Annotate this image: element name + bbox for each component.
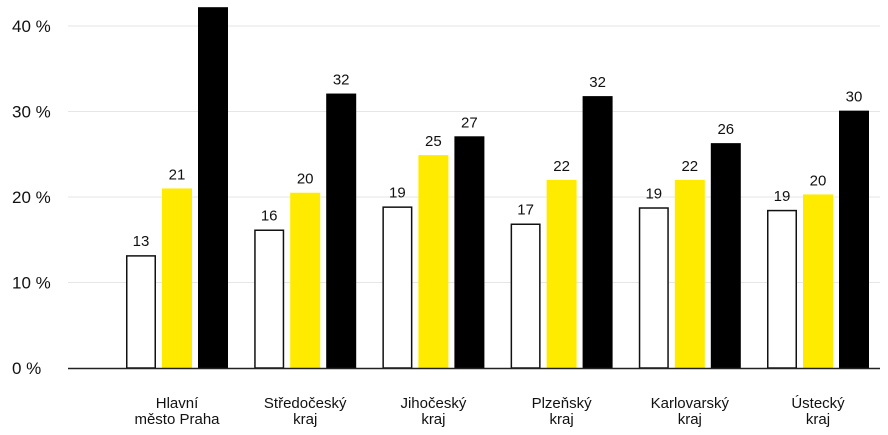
y-tick-label: 20 % — [12, 188, 51, 207]
bar-series-1-2 — [382, 206, 413, 369]
data-label: 21 — [169, 166, 186, 183]
x-tick-label: Karlovarský — [651, 395, 730, 412]
y-tick-label: 30 % — [12, 103, 51, 122]
data-label: 16 — [261, 207, 278, 224]
data-label: 20 — [810, 172, 827, 189]
bar-series-2-4 — [674, 179, 705, 368]
x-tick-label: kraj — [806, 411, 830, 428]
y-axis-ticks: 0 % 10 % 20 % 30 % 40 % — [12, 17, 51, 378]
data-label: 17 — [517, 202, 534, 219]
bar-series-1-0 — [126, 255, 156, 369]
bar-series-3-3 — [582, 96, 613, 369]
bar-series-2-5 — [803, 194, 833, 368]
x-tick-label: Ústecký — [791, 395, 845, 412]
x-tick-label: kraj — [421, 411, 445, 428]
data-label: 19 — [645, 185, 662, 202]
bar-series-3-1 — [326, 93, 357, 369]
data-label: 32 — [589, 74, 606, 91]
bar-series-2-1 — [290, 192, 321, 368]
bar-series-1-5 — [767, 209, 797, 369]
data-labels: 13 21 16 20 32 19 25 27 17 22 32 19 22 26 19 20 30 — [133, 72, 863, 251]
x-tick-label: kraj — [293, 411, 317, 428]
data-label: 32 — [333, 72, 350, 89]
y-tick-label: 0 % — [12, 359, 41, 378]
data-label: 19 — [774, 188, 791, 205]
x-tick-label: Hlavní — [156, 395, 199, 412]
x-tick-label: Plzeňský — [532, 395, 593, 412]
bar-series-1-1 — [254, 229, 285, 369]
data-label: 30 — [846, 89, 863, 106]
bar-series-1-4 — [638, 207, 669, 369]
x-tick-label: Středočeský — [264, 395, 347, 412]
bars — [126, 7, 869, 369]
data-label: 25 — [425, 133, 442, 150]
data-label: 13 — [133, 233, 150, 250]
data-label: 27 — [461, 114, 478, 131]
data-label: 20 — [297, 171, 314, 188]
bar-series-3-0 — [198, 7, 228, 368]
data-label: 19 — [389, 184, 406, 201]
data-label: 26 — [717, 121, 734, 138]
bar-series-3-2 — [454, 136, 485, 368]
bar-series-2-2 — [418, 155, 449, 368]
data-label: 22 — [681, 158, 698, 175]
x-tick-label: Jihočeský — [400, 395, 466, 412]
y-tick-label: 40 % — [12, 17, 51, 36]
bar-series-2-3 — [546, 179, 577, 368]
y-tick-label: 10 % — [12, 274, 51, 293]
bar-series-1-3 — [510, 223, 541, 369]
x-tick-label: kraj — [550, 411, 574, 428]
bar-series-3-4 — [710, 143, 741, 368]
bar-series-2-0 — [162, 188, 192, 368]
x-tick-label: město Praha — [134, 411, 220, 428]
data-label: 22 — [553, 158, 570, 175]
bar-series-3-5 — [839, 110, 869, 369]
x-tick-label: kraj — [678, 411, 702, 428]
